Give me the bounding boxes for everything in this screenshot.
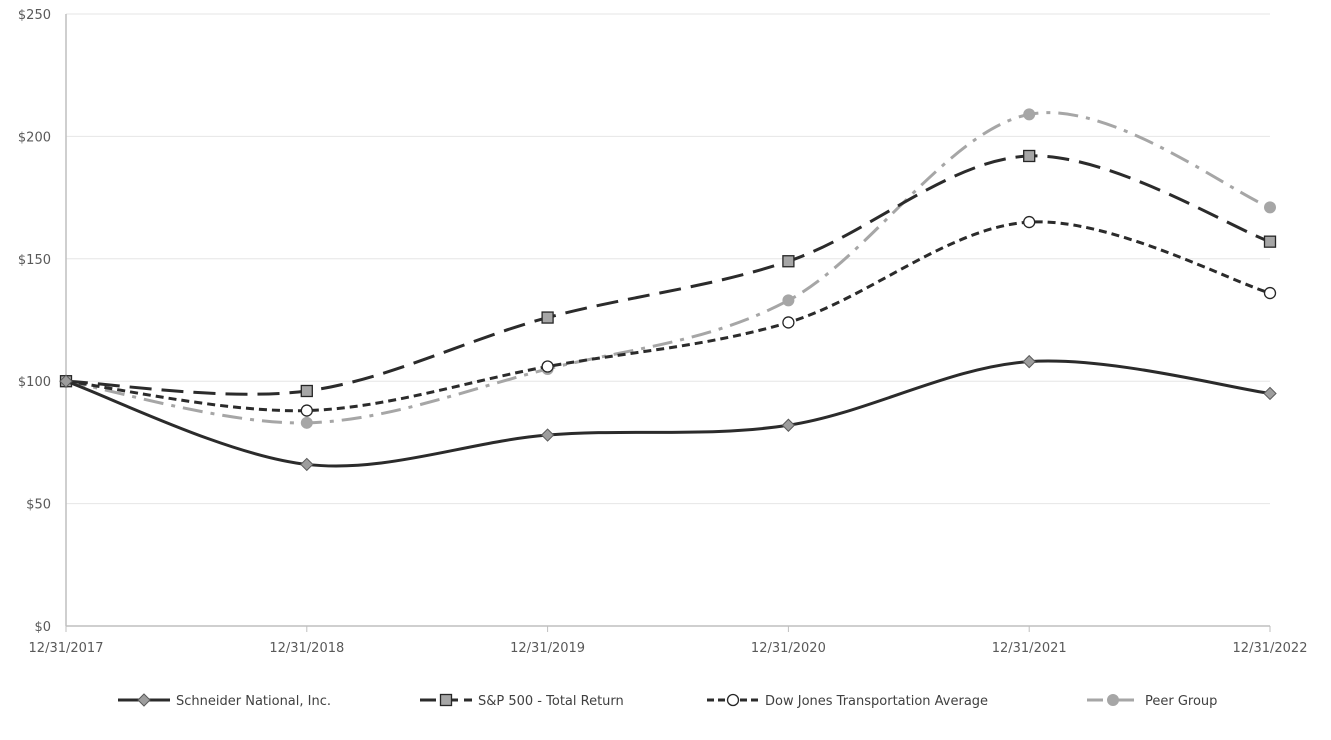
y-tick-label: $0 [34,620,51,635]
legend-marker [726,693,740,707]
data-point-s1-2 [541,311,554,324]
data-point-s0-1 [300,457,314,472]
data-point-s0-3 [781,418,796,432]
data-point-s2-3 [782,316,795,329]
x-tick-label: 12/31/2021 [992,641,1067,656]
data-point-s0-4 [1022,354,1036,369]
series-line-2 [65,220,1271,413]
data-point-s1-1 [300,384,313,398]
y-tick-label: $100 [18,375,51,390]
data-point-s0-5 [1263,386,1277,401]
x-tick-label: 12/31/2017 [29,641,104,656]
y-tick-label: $50 [26,498,51,513]
legend-label: Dow Jones Transportation Average [765,694,988,709]
legend: Schneider National, Inc. S&P 500 - Total … [118,693,1217,709]
x-tick-label: 12/31/2022 [1233,641,1308,656]
data-point-s3-4 [1023,108,1036,121]
series-line-3 [65,111,1271,425]
data-point-s2-2 [541,360,554,373]
series-line-0 [65,359,1271,468]
series-line-1 [65,154,1271,396]
gridlines [66,13,1270,505]
data-point-s1-5 [1263,235,1277,248]
data-point-s0-0 [59,374,73,388]
data-point-s0-2 [540,428,555,442]
data-point-s3-5 [1264,201,1276,214]
data-point-s3-1 [300,416,313,429]
data-point-s2-5 [1263,286,1277,300]
x-tick-label: 12/31/2019 [510,641,585,656]
legend-label: Peer Group [1145,694,1217,709]
legend-label: Schneider National, Inc. [176,694,331,709]
data-point-s2-1 [300,404,313,417]
legend-marker [137,693,151,707]
legend-label: S&P 500 - Total Return [478,694,624,709]
x-tick-label: 12/31/2018 [269,641,344,656]
legend-marker [1107,694,1119,706]
data-point-s2-4 [1023,215,1036,229]
x-tick-label: 12/31/2020 [751,641,826,656]
axes: $0 $50 $100 $150 $200 $250 12/31/2017 12/31/201… [18,8,1308,656]
y-tick-label: $150 [18,253,51,268]
legend-marker [439,693,453,707]
y-tick-label: $250 [18,8,51,23]
y-tick-label: $200 [18,130,51,145]
data-point-s3-3 [782,294,795,307]
series-lines [59,108,1277,472]
data-point-s1-3 [782,255,795,268]
data-point-s1-4 [1023,149,1036,163]
